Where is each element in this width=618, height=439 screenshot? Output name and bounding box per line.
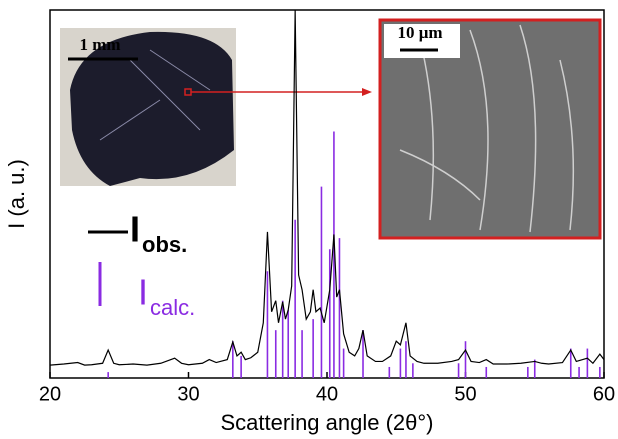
scale-label: 1 mm [79,35,120,54]
scale-label: 10 μm [397,23,442,42]
x-tick-label: 40 [316,383,338,405]
photo-inset: 1 mm [60,28,372,186]
x-tick-label: 30 [177,383,199,405]
photo-crystal [70,32,234,186]
legend-subscript: obs. [142,232,187,257]
x-tick-label: 20 [39,383,61,405]
y-axis-label: I (a. u.) [4,159,29,229]
x-axis-label: Scattering angle (2θ°) [220,410,433,435]
arrow-head [362,88,372,96]
sem-inset: 10 μm [380,20,600,238]
x-tick-label: 60 [593,383,615,405]
legend-subscript: calc. [150,295,195,320]
legend-label: I [130,209,140,250]
x-tick-label: 50 [454,383,476,405]
chart: 1 mm 10 μm Scattering angle (2θ°) I (a. … [0,0,618,439]
legend-label: I [138,272,148,313]
